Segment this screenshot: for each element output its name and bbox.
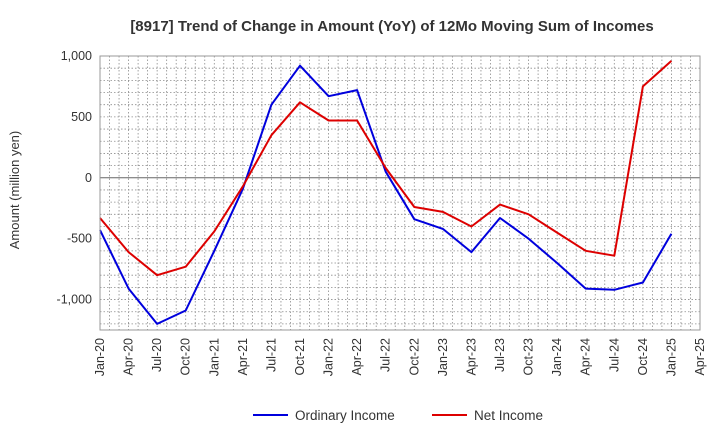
y-tick-label: 500 — [71, 110, 92, 124]
x-tick-label: Jul-20 — [150, 338, 164, 372]
x-tick-label: Jan-24 — [550, 338, 564, 376]
legend: Ordinary Income Net Income — [253, 408, 543, 423]
x-tick-label: Oct-20 — [179, 338, 193, 376]
x-tick-label: Apr-20 — [122, 338, 136, 376]
x-tick-label: Apr-22 — [350, 338, 364, 376]
series-line-ordinary-income — [99, 64, 673, 325]
x-tick-label: Oct-24 — [636, 338, 650, 376]
x-tick-labels: Jan-20 Apr-20 Jul-20 Oct-20 Jan-21 Apr-21 Jul-… — [93, 338, 707, 376]
y-tick-label: -1,000 — [57, 293, 92, 307]
legend-label-ordinary-income: Ordinary Income — [295, 408, 395, 423]
series-lines — [99, 60, 673, 325]
x-tick-label: Jul-23 — [493, 338, 507, 372]
x-tick-label: Apr-24 — [579, 338, 593, 376]
x-tick-label: Oct-22 — [407, 338, 421, 376]
x-tick-label: Jan-20 — [93, 338, 107, 376]
x-tick-label: Jan-21 — [207, 338, 221, 376]
x-tick-label: Jan-25 — [664, 338, 678, 376]
y-tick-label: 1,000 — [61, 49, 92, 63]
y-tick-labels: -1,000 -500 0 500 1,000 — [57, 49, 93, 307]
x-tick-label: Jul-24 — [607, 338, 621, 372]
y-tick-label: -500 — [67, 232, 92, 246]
x-tick-label: Jul-21 — [264, 338, 278, 372]
x-tick-label: Apr-23 — [464, 338, 478, 376]
legend-label-net-income: Net Income — [474, 408, 543, 423]
x-tick-label: Jan-22 — [322, 338, 336, 376]
y-axis-label: Amount (million yen) — [7, 131, 22, 250]
x-tick-label: Apr-21 — [236, 338, 250, 376]
x-tick-label: Oct-23 — [522, 338, 536, 376]
x-tick-label: Jul-22 — [379, 338, 393, 372]
y-tick-label: 0 — [85, 171, 92, 185]
x-tick-label: Jan-23 — [436, 338, 450, 376]
x-tick-label: Oct-21 — [293, 338, 307, 376]
chart-title: [8917] Trend of Change in Amount (YoY) o… — [130, 18, 653, 35]
series-line-net-income — [99, 60, 673, 277]
plot-frame — [99, 55, 701, 331]
x-tick-label: Apr-25 — [693, 338, 707, 376]
grid — [100, 56, 700, 330]
